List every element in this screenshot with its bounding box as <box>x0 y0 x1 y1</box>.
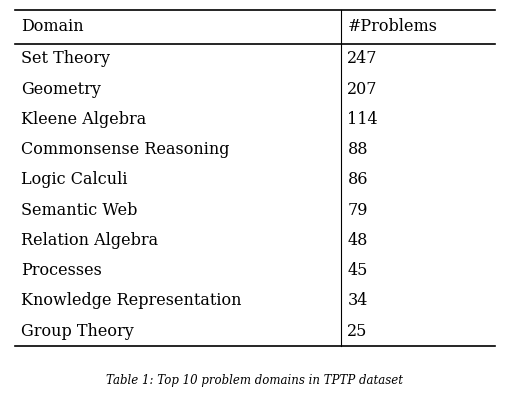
Text: Geometry: Geometry <box>21 81 101 98</box>
Text: #Problems: #Problems <box>347 18 437 35</box>
Text: Logic Calculi: Logic Calculi <box>21 172 128 188</box>
Text: 86: 86 <box>347 172 367 188</box>
Text: Semantic Web: Semantic Web <box>21 202 137 219</box>
Text: 79: 79 <box>347 202 367 219</box>
Text: 114: 114 <box>347 111 377 128</box>
Text: Kleene Algebra: Kleene Algebra <box>21 111 147 128</box>
Text: Knowledge Representation: Knowledge Representation <box>21 293 241 309</box>
Text: Relation Algebra: Relation Algebra <box>21 232 158 249</box>
Text: Group Theory: Group Theory <box>21 323 134 339</box>
Text: 25: 25 <box>347 323 367 339</box>
Text: 88: 88 <box>347 141 367 158</box>
Text: Set Theory: Set Theory <box>21 51 110 67</box>
Text: 34: 34 <box>347 293 367 309</box>
Text: 48: 48 <box>347 232 367 249</box>
Text: Commonsense Reasoning: Commonsense Reasoning <box>21 141 230 158</box>
Text: Domain: Domain <box>21 18 84 35</box>
Text: 207: 207 <box>347 81 377 98</box>
Text: 45: 45 <box>347 262 367 279</box>
Text: Processes: Processes <box>21 262 102 279</box>
Text: 247: 247 <box>347 51 377 67</box>
Text: Table 1: Top 10 problem domains in TPTP dataset: Table 1: Top 10 problem domains in TPTP … <box>106 374 403 386</box>
